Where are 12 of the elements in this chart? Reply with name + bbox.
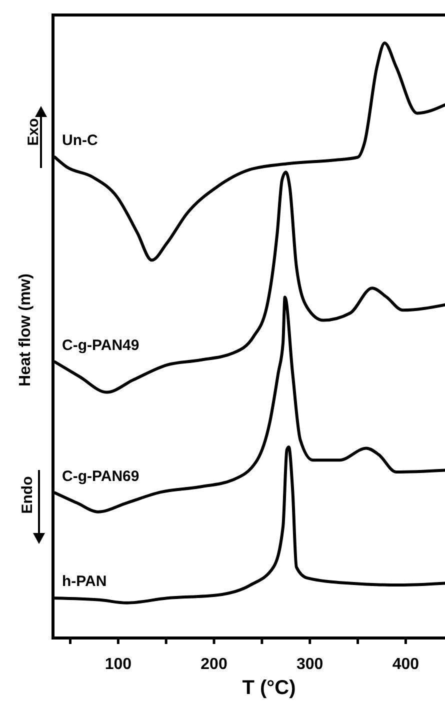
x-axis-title: T (°C) [242,677,296,699]
series-label: h-PAN [62,573,107,590]
x-tick-label: 100 [104,656,132,673]
series-label: C-g-PAN49 [62,336,140,354]
text: Endo [19,476,36,514]
x-tick-label: 200 [200,656,228,673]
y-axis-title: Heat flow (mw) [17,274,34,386]
series-label: Un-C [62,132,98,150]
text: Exo [25,118,42,146]
x-tick-label: 400 [392,656,420,673]
x-tick-label: 300 [296,656,324,673]
series-label: C-g-PAN69 [62,468,140,485]
